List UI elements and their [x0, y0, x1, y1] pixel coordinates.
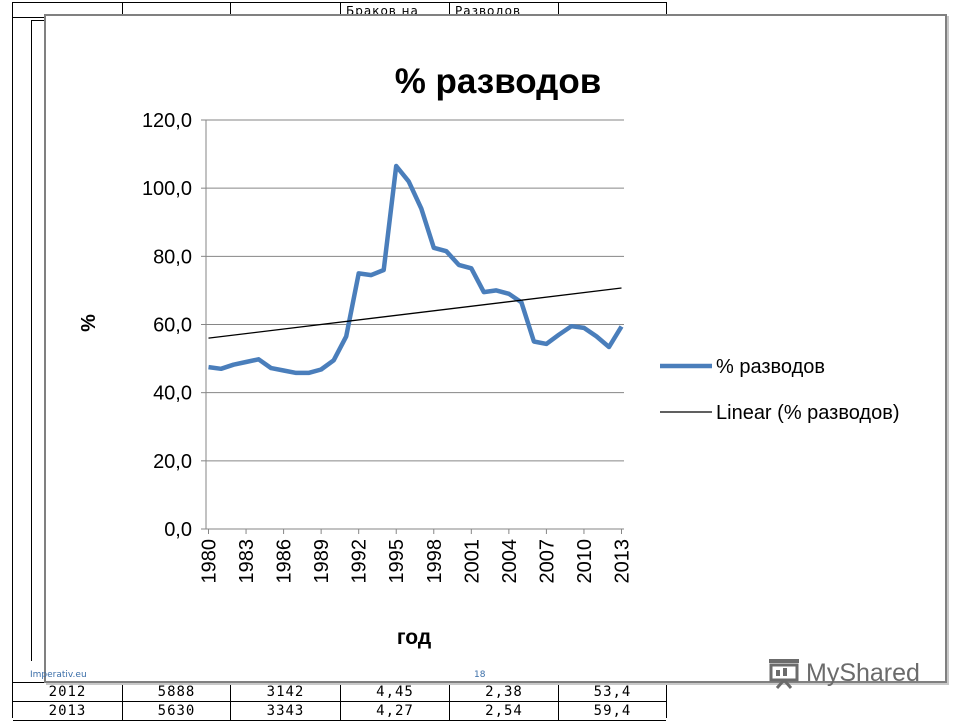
- table-cell: 5630: [123, 702, 231, 720]
- series-line-divorce-percent: [208, 163, 624, 376]
- table-body: 2012 5888 3142 4,45 2,38 53,4 2013 5630 …: [13, 662, 666, 721]
- chart-card[interactable]: % разводов 0,0 20,0 40,0 60,0 80,0 100,0 120,0…: [44, 14, 947, 683]
- legend-label-series: % разводов: [716, 356, 825, 378]
- presentation-icon: [769, 659, 799, 689]
- table-cell: 59,4: [593, 703, 632, 719]
- table-cell: 2,38: [450, 683, 559, 701]
- x-tick-label: 1992: [349, 539, 371, 584]
- table-cell: 4,27: [341, 702, 450, 720]
- legend-label-trend: Linear (% разводов): [716, 402, 900, 424]
- axes: [201, 119, 622, 534]
- table-row: 2013 5630 3343 4,27 2,54 59,4: [13, 701, 666, 721]
- y-tick-label: 20,0: [153, 451, 192, 473]
- table-cell: 3343: [231, 702, 341, 720]
- x-tick-label: 2010: [574, 539, 596, 584]
- table-row: 2012 5888 3142 4,45 2,38 53,4: [13, 682, 666, 701]
- legend: % разводов Linear (% разводов): [660, 356, 900, 424]
- x-tick-labels: 1980 1983 1986 1989 1992 1995 1998 2001 2004 2007…: [199, 539, 634, 584]
- table-cell: 2013: [13, 702, 123, 720]
- y-tick-label: 120,0: [142, 110, 192, 132]
- x-tick-label: 2001: [461, 539, 483, 584]
- table-cell: 5888: [123, 683, 231, 701]
- x-tick-label: 1995: [386, 539, 408, 584]
- x-tick-label: 1998: [424, 539, 446, 584]
- y-tick-label: 100,0: [142, 178, 192, 200]
- footer-source: Imperativ.eu: [30, 670, 87, 680]
- myshared-watermark: MyShared: [766, 656, 920, 690]
- gridlines: [206, 119, 624, 530]
- line-chart: % разводов 0,0 20,0 40,0 60,0 80,0 100,0 120,0…: [78, 62, 900, 649]
- chart-title: % разводов: [395, 62, 602, 101]
- trend-line: [208, 287, 622, 339]
- x-tick-label: 1980: [199, 539, 221, 584]
- table-cell: 2012: [13, 683, 123, 701]
- x-tick-label: 2007: [536, 539, 558, 584]
- background-table: Браков на Разводов 2012 5888 3142 4,45 2…: [12, 2, 667, 721]
- y-tick-label: 80,0: [153, 246, 192, 268]
- series-lines: [208, 163, 624, 376]
- y-tick-label: 40,0: [153, 383, 192, 405]
- y-tick-labels: 0,0 20,0 40,0 60,0 80,0 100,0 120,0: [142, 110, 192, 541]
- y-tick-label: 60,0: [153, 315, 192, 337]
- x-tick-label: 1983: [236, 539, 258, 584]
- table-cell: 3142: [231, 683, 341, 701]
- x-axis-label: год: [397, 626, 431, 649]
- x-tick-label: 1986: [274, 539, 296, 584]
- y-tick-label: 0,0: [164, 519, 192, 541]
- table-cell: 4,45: [341, 683, 450, 701]
- table-cell: 53,4: [593, 684, 632, 700]
- table-cell: 2,54: [450, 702, 559, 720]
- x-tick-label: 2013: [612, 539, 634, 584]
- watermark-text: MyShared: [806, 658, 920, 687]
- slide-number: 18: [474, 670, 486, 680]
- y-axis-label: %: [78, 314, 100, 332]
- x-tick-label: 2004: [499, 539, 521, 584]
- x-tick-label: 1989: [311, 539, 333, 584]
